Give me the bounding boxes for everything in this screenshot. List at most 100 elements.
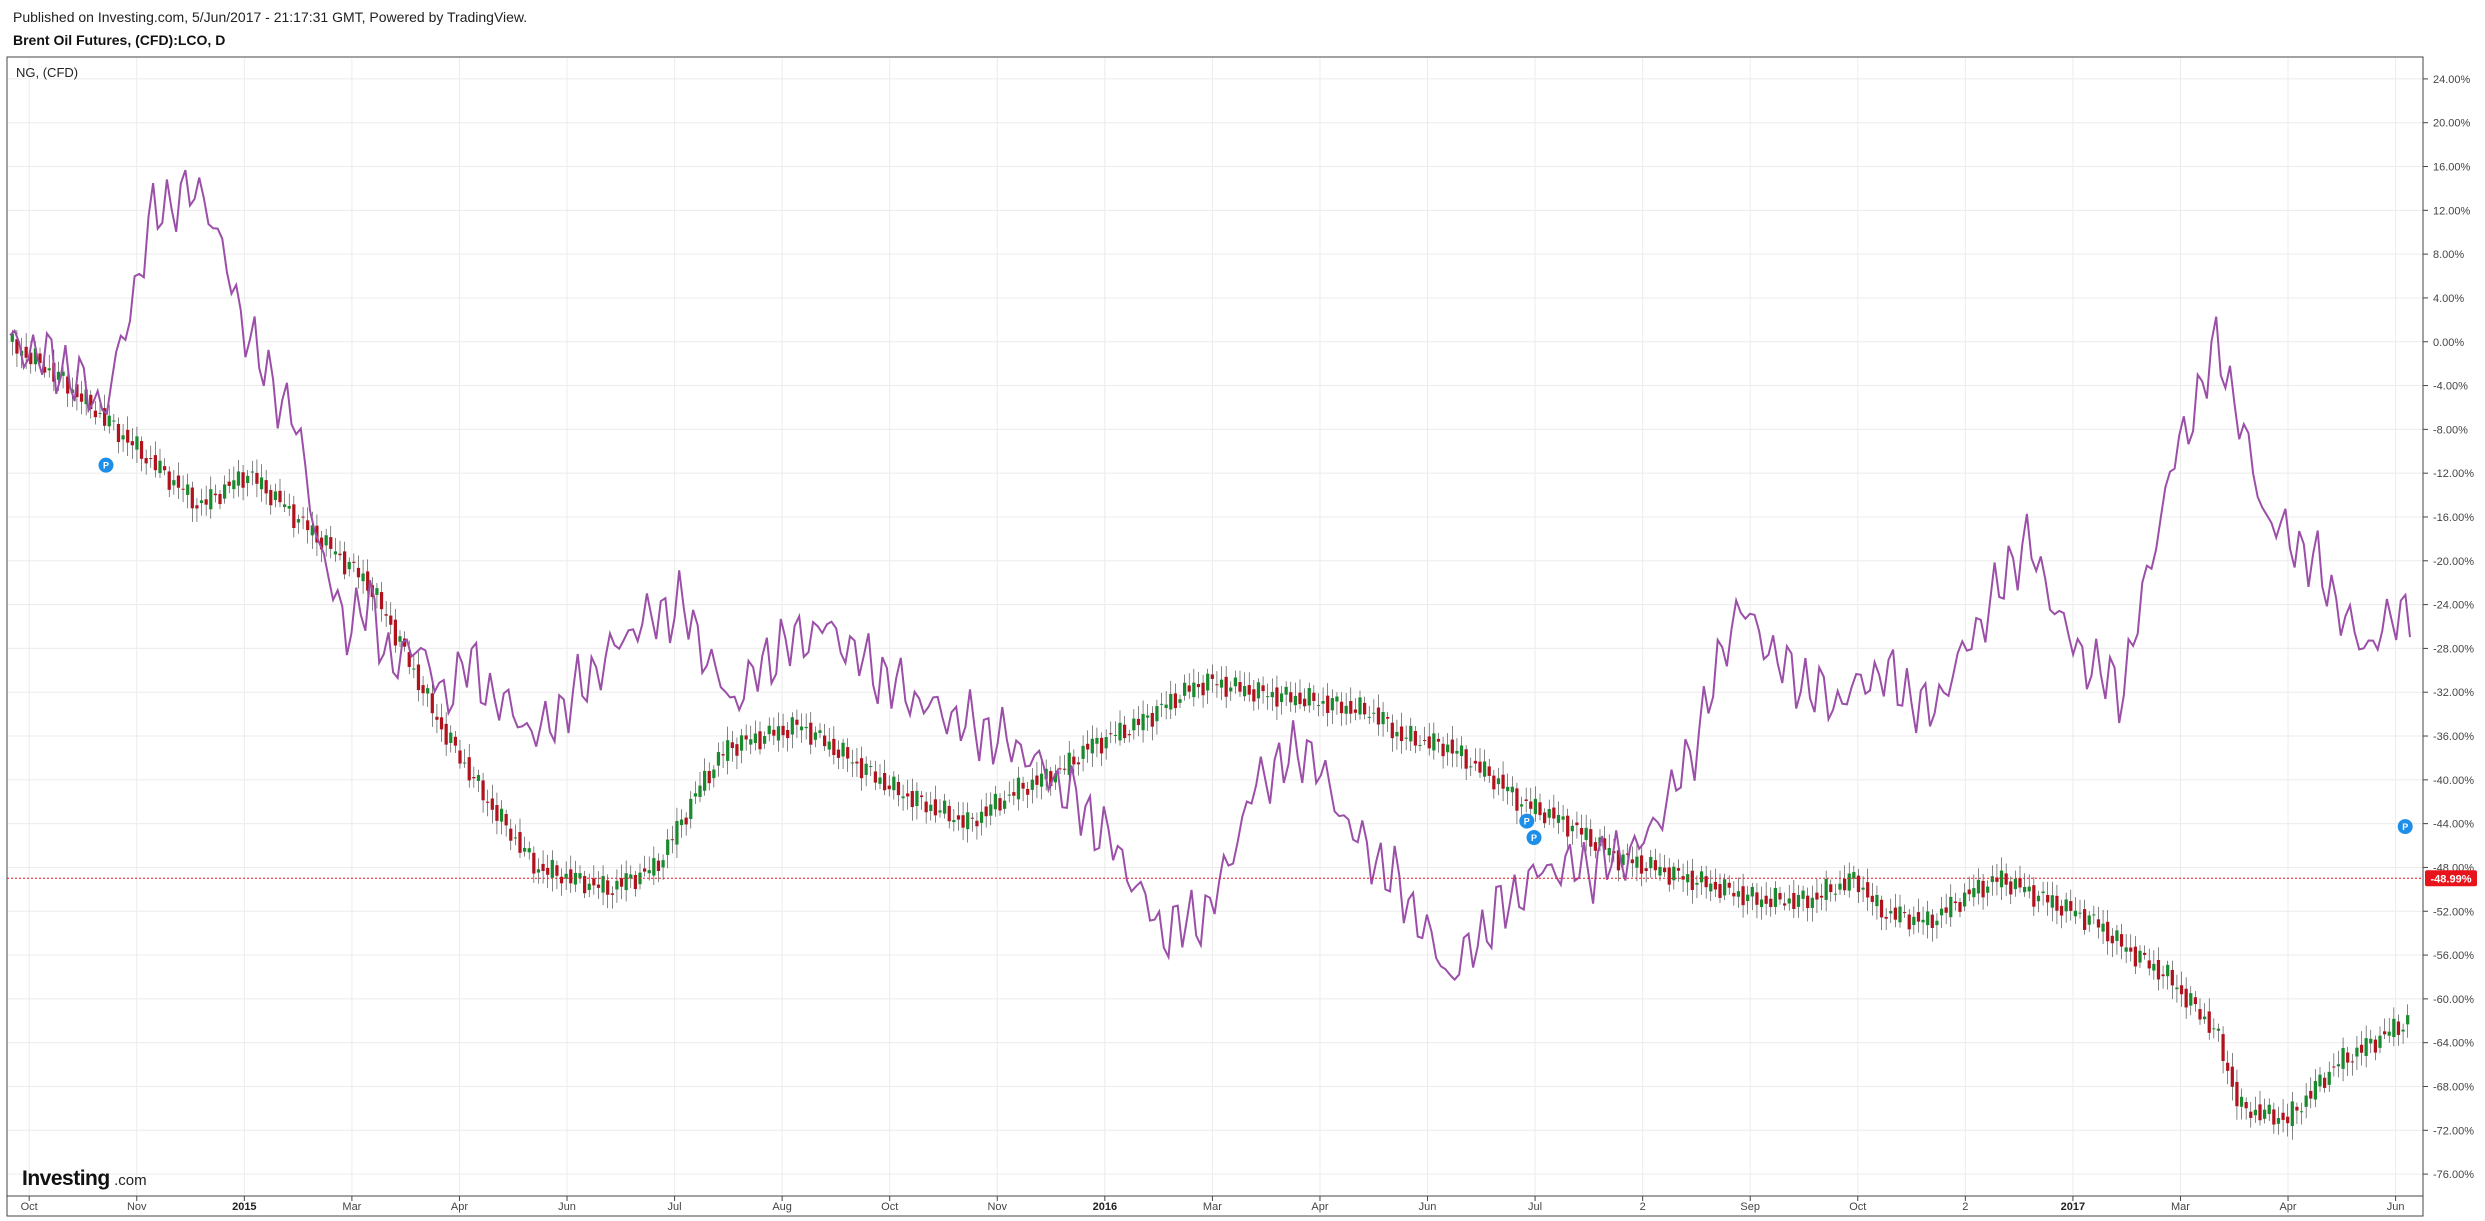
candle-body <box>1773 887 1777 907</box>
candle-body <box>1547 809 1551 818</box>
candle-body <box>2323 1077 2327 1088</box>
candle-body <box>624 873 628 891</box>
candle-body <box>2198 1009 2202 1020</box>
candle-body <box>1981 880 1985 898</box>
x-tick-label: Nov <box>127 1201 147 1213</box>
candle-body <box>1533 798 1537 815</box>
candle-body <box>1455 750 1459 754</box>
candle-body <box>790 717 794 735</box>
candle-body <box>1704 876 1708 888</box>
candle-body <box>906 793 910 797</box>
candle-body <box>2101 923 2105 932</box>
candle-body <box>527 848 531 853</box>
candle-body <box>2295 1106 2299 1111</box>
candle-body <box>555 865 559 876</box>
candle-body <box>499 808 504 822</box>
candle-body <box>1713 881 1717 890</box>
candle-body <box>1852 872 1856 879</box>
candle-body <box>509 828 513 841</box>
candle-body <box>1856 875 1861 893</box>
candle-body <box>121 435 125 440</box>
candle-body <box>1667 867 1671 885</box>
candle-body <box>1935 920 1939 926</box>
candle-body <box>149 458 153 460</box>
logo-text: Investing <box>22 1167 110 1190</box>
flag-glyph: P <box>2402 822 2408 832</box>
candle-body <box>970 817 974 819</box>
candle-body <box>223 484 227 499</box>
candle-body <box>2346 1052 2350 1063</box>
x-tick-label: Jul <box>668 1201 682 1213</box>
candle-body <box>2184 988 2188 1008</box>
candle-body <box>1626 853 1630 855</box>
candle-body <box>1081 745 1085 759</box>
candle-body <box>1436 738 1441 742</box>
candle-body <box>1593 842 1597 851</box>
y-tick-label: -8.00% <box>2433 424 2468 436</box>
candle-body <box>403 638 407 647</box>
x-tick-label: Oct <box>1849 1201 1866 1213</box>
candle-body <box>2263 1109 2267 1119</box>
candle-body <box>1843 878 1847 891</box>
candle-body <box>2207 1011 2211 1033</box>
candle-body <box>855 761 859 764</box>
current-price-label: -48.99% <box>2431 873 2472 885</box>
candle-body <box>666 839 670 855</box>
candle-body <box>1349 700 1353 714</box>
candle-body <box>541 863 545 871</box>
y-tick-label: -60.00% <box>2433 994 2474 1006</box>
candle-body <box>578 873 582 879</box>
candle-body <box>2304 1095 2308 1107</box>
candle-body <box>2119 934 2124 947</box>
candle-body <box>1999 870 2004 888</box>
candle-body <box>1787 898 1791 904</box>
candle-body <box>546 867 550 875</box>
candle-body <box>190 487 194 509</box>
candle-body <box>587 883 591 890</box>
candle-body <box>306 520 310 531</box>
candle-body <box>938 810 942 813</box>
candle-body <box>1109 733 1113 735</box>
candle-body <box>1759 899 1764 908</box>
candle-body <box>1483 761 1487 777</box>
candle-body <box>1889 911 1893 914</box>
x-tick-label: Nov <box>987 1201 1007 1213</box>
candle-body <box>163 466 167 471</box>
x-tick-label: 2 <box>1640 1201 1646 1213</box>
x-tick-label: Jun <box>2387 1201 2405 1213</box>
candle-body <box>1459 745 1464 757</box>
candle-body <box>1303 698 1307 707</box>
candle-body <box>126 429 130 443</box>
candle-body <box>1958 902 1962 912</box>
candle-body <box>1395 731 1399 737</box>
flag-circle <box>98 457 114 473</box>
candle-body <box>1210 674 1214 679</box>
candle-body <box>2124 947 2128 952</box>
candle-body <box>2073 910 2077 917</box>
candle-body <box>726 740 730 761</box>
candle-body <box>1441 743 1445 757</box>
candle-body <box>1543 812 1547 824</box>
candle-body <box>883 773 887 791</box>
x-tick-label: Jul <box>1528 1201 1542 1213</box>
candle-body <box>670 839 674 841</box>
candle-body <box>1746 894 1750 902</box>
candle-body <box>1183 682 1187 696</box>
candle-body <box>878 777 882 784</box>
candle-body <box>56 371 61 380</box>
candle-body <box>2373 1039 2377 1053</box>
candle-body <box>1644 868 1648 872</box>
candle-body <box>333 551 337 555</box>
candle-body <box>379 592 384 610</box>
candle-body <box>1247 685 1251 695</box>
y-tick-label: -32.00% <box>2433 687 2474 699</box>
candle-body <box>1584 827 1588 840</box>
candle-body <box>1967 889 1971 895</box>
candle-body <box>813 732 817 740</box>
candle-body <box>2013 878 2017 890</box>
candle-body <box>236 471 241 486</box>
candle-body <box>273 491 277 500</box>
candle-body <box>1741 886 1745 906</box>
x-tick-label: Oct <box>21 1201 38 1213</box>
candle-body <box>629 874 633 879</box>
